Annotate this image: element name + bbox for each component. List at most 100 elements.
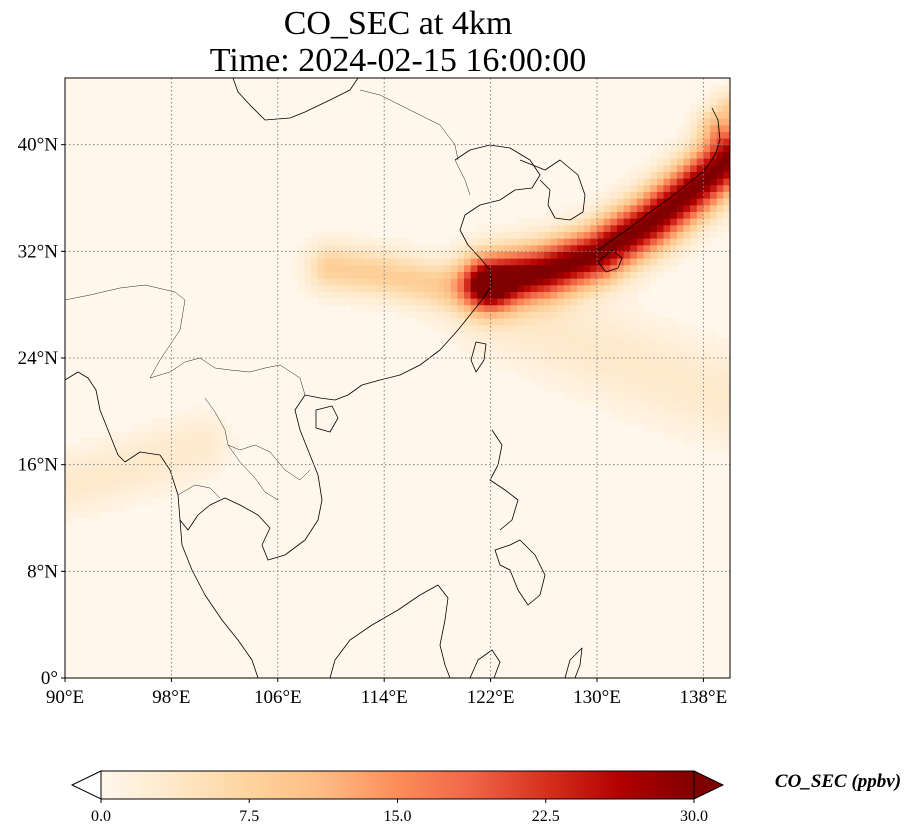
heat-cell	[198, 418, 206, 426]
heat-cell	[118, 438, 126, 446]
heat-cell	[450, 258, 458, 266]
heat-cell	[337, 244, 345, 252]
heat-cell	[71, 471, 79, 479]
heat-cell	[550, 378, 558, 386]
heat-cell	[676, 191, 685, 199]
heat-cell	[457, 271, 465, 279]
heat-cell	[331, 298, 339, 306]
heat-cell	[311, 244, 319, 252]
heat-cell	[683, 344, 691, 352]
heat-cell	[683, 358, 691, 366]
heat-cell	[138, 438, 146, 446]
heat-cell	[417, 258, 425, 266]
heat-cell	[331, 258, 339, 266]
heat-cell	[583, 211, 591, 219]
heat-cell	[590, 198, 598, 206]
heat-cell	[690, 251, 698, 259]
heat-cell	[650, 338, 658, 346]
heat-cell	[457, 251, 465, 259]
heat-cell	[710, 424, 718, 432]
heat-cell	[350, 244, 359, 252]
heat-cell	[530, 358, 538, 366]
heat-cell	[676, 151, 685, 159]
heat-cell	[676, 238, 685, 246]
heat-cell	[151, 451, 159, 459]
heat-cell	[457, 264, 465, 272]
heat-cell	[557, 384, 565, 392]
heat-cell	[563, 231, 571, 239]
heat-cell	[404, 244, 412, 252]
heat-cell	[503, 258, 512, 266]
heat-cell	[390, 291, 399, 299]
heat-cell	[483, 318, 492, 326]
heat-cell	[610, 364, 618, 372]
heat-cell	[563, 251, 571, 259]
heat-cell	[317, 238, 325, 246]
heat-cell	[656, 391, 665, 399]
heat-cell	[716, 371, 724, 379]
heat-cell	[430, 244, 438, 252]
heat-cell	[537, 318, 545, 326]
heat-cell	[656, 204, 665, 212]
heat-cell	[683, 138, 691, 146]
heat-cell	[643, 344, 651, 352]
heat-cell	[331, 238, 339, 246]
heat-cell	[497, 284, 505, 292]
heat-cell	[357, 304, 365, 312]
heat-cell	[523, 258, 532, 266]
heat-cell	[297, 284, 305, 292]
heat-cell	[557, 291, 565, 299]
heat-cell	[610, 411, 618, 419]
heat-cell	[716, 364, 724, 372]
heat-cell	[636, 304, 645, 312]
heat-cell	[311, 231, 319, 239]
heat-cell	[563, 391, 571, 399]
heat-cell	[523, 344, 532, 352]
heat-cell	[597, 278, 605, 286]
heat-cell	[304, 264, 312, 272]
heat-cell	[444, 244, 452, 252]
heat-cell	[557, 351, 565, 359]
coastline-korea	[519, 159, 586, 221]
heat-cell	[703, 438, 711, 446]
heat-cell	[710, 431, 718, 439]
heat-cell	[297, 251, 305, 259]
heat-cell	[191, 431, 199, 439]
heat-cell	[603, 344, 611, 352]
heat-cell	[164, 418, 172, 426]
heat-cell	[191, 424, 199, 432]
heat-cell	[670, 218, 678, 226]
heat-cell	[543, 238, 552, 246]
heat-cell	[663, 198, 671, 206]
heat-cell	[690, 104, 698, 112]
heat-cell	[350, 298, 359, 306]
heat-cell	[676, 418, 685, 426]
heat-cell	[537, 371, 545, 379]
heat-cell	[370, 271, 379, 279]
heat-cell	[384, 304, 392, 312]
heat-cell	[377, 258, 385, 266]
heat-cell	[563, 311, 571, 319]
heat-cell	[650, 311, 658, 319]
heat-cell	[517, 244, 525, 252]
heat-cell	[663, 391, 671, 399]
heat-cell	[570, 244, 578, 252]
heat-cell	[716, 204, 724, 212]
heat-cell	[517, 298, 525, 306]
heat-cell	[616, 211, 625, 219]
coastline-malay-peninsula	[179, 519, 259, 678]
heat-cell	[636, 278, 645, 286]
heat-cell	[517, 311, 525, 319]
heat-cell	[583, 398, 591, 406]
heat-cell	[663, 224, 671, 232]
coastline-japan	[595, 107, 721, 273]
heat-cell	[636, 338, 645, 346]
heat-cell	[483, 278, 492, 286]
heat-cell	[676, 251, 685, 259]
heat-cell	[450, 318, 458, 326]
heat-cell	[124, 451, 133, 459]
heat-cell	[503, 338, 512, 346]
heat-cell	[317, 271, 325, 279]
heat-cell	[497, 291, 505, 299]
heat-cell	[497, 238, 505, 246]
